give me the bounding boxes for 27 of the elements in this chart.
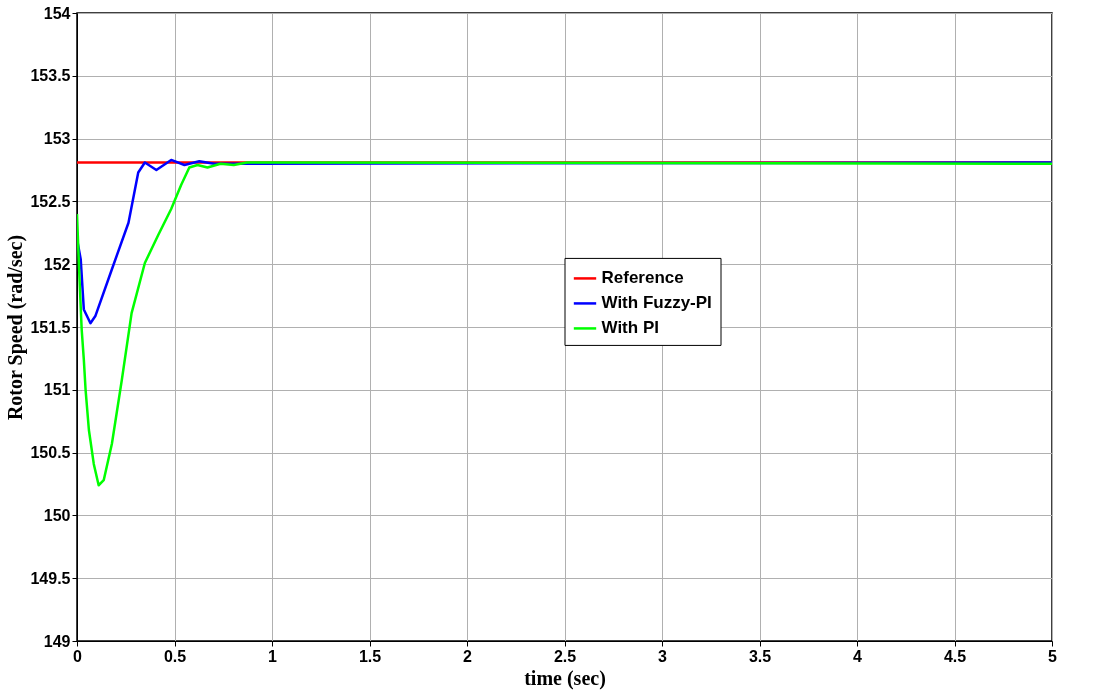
- legend-label: With PI: [601, 318, 659, 338]
- x-tick-label: 1.5: [358, 647, 382, 665]
- legend-label: Reference: [601, 268, 684, 288]
- x-tick-label: 2.5: [553, 647, 577, 665]
- y-tick-label: 150.5: [30, 444, 71, 462]
- x-tick-label: 2: [463, 647, 473, 665]
- y-tick-label: 149.5: [30, 569, 71, 587]
- y-axis-title: Rotor Speed (rad/sec): [4, 234, 28, 421]
- y-tick-label: 149: [43, 632, 71, 650]
- x-tick-label: 3: [658, 647, 668, 665]
- x-tick-label: 0: [73, 647, 83, 665]
- y-tick-label: 153: [43, 130, 71, 148]
- x-tick-label: 0.5: [163, 647, 187, 665]
- y-tick-label: 151.5: [30, 318, 71, 336]
- x-axis-title: time (sec): [524, 666, 606, 690]
- y-tick-label: 152.5: [30, 192, 71, 210]
- x-tick-label: 3.5: [748, 647, 772, 665]
- x-tick-label: 5: [1048, 647, 1058, 665]
- x-tick-label: 1: [268, 647, 278, 665]
- legend-label: With Fuzzy-PI: [601, 293, 712, 313]
- y-tick-label: 151: [43, 381, 71, 399]
- y-tick-label: 153.5: [30, 67, 71, 85]
- y-tick-label: 152: [43, 255, 71, 273]
- y-tick-label: 154: [43, 4, 71, 22]
- x-tick-label: 4: [853, 647, 863, 665]
- x-tick-label: 4.5: [943, 647, 967, 665]
- y-tick-label: 150: [43, 506, 71, 524]
